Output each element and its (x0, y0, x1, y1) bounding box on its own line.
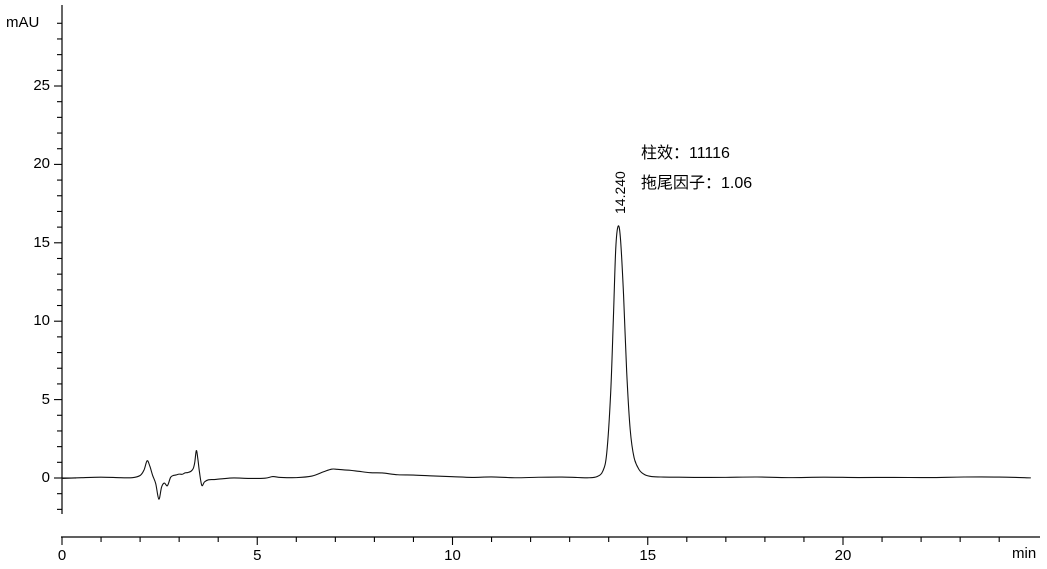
peak-metrics-annotation: 柱效：11116 拖尾因子：1.06 (641, 139, 752, 199)
detector-trace (61, 225, 1031, 500)
peak-retention-time-label: 14.240 (612, 170, 629, 214)
y-axis-tick-label: 15 (33, 233, 50, 251)
x-axis-tick-label: 5 (253, 547, 262, 564)
x-axis-tick-label: 20 (834, 547, 852, 564)
x-axis-unit-label: min (1012, 545, 1037, 562)
column-efficiency-text: 柱效：11116 (641, 145, 730, 162)
x-axis-tick-label: 0 (57, 547, 67, 564)
tailing-factor-text: 拖尾因子：1.06 (641, 175, 753, 192)
y-axis-tick-label: 10 (33, 312, 50, 330)
x-axis-tick-label: 15 (639, 547, 657, 564)
y-axis-tick-label: 5 (41, 390, 50, 408)
y-axis-unit-label: mAU (6, 14, 40, 31)
y-axis-tick-label: 25 (33, 77, 50, 94)
y-axis-tick-label: 0 (41, 469, 50, 486)
y-axis-tick-label: 20 (33, 155, 50, 173)
x-axis-tick-label: 10 (444, 547, 461, 564)
